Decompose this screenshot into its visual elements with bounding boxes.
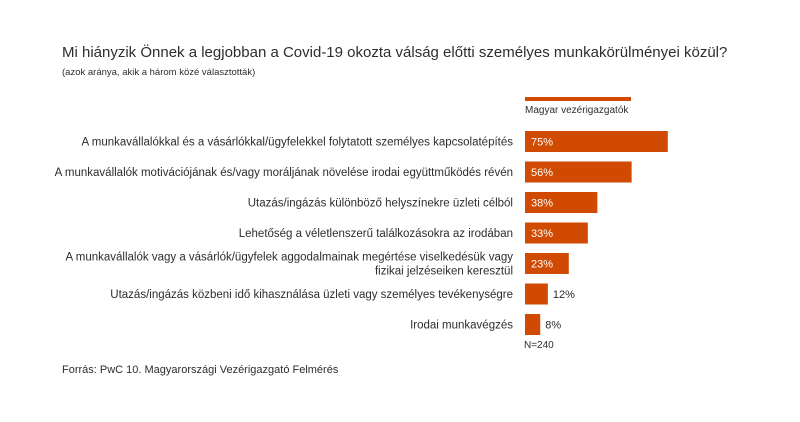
value-label-4: 33% <box>531 228 553 240</box>
chart-title: Mi hiányzik Önnek a legjobban a Covid-19… <box>62 44 728 61</box>
bar-7 <box>525 314 541 335</box>
bar-2 <box>525 161 632 183</box>
value-label-6: 12% <box>553 289 575 301</box>
bar-3 <box>525 192 598 213</box>
category-label-5-line-2: fizikai jelzéseiken keresztül <box>375 266 513 278</box>
bar-1 <box>525 131 668 152</box>
bar-4 <box>525 222 588 244</box>
legend-swatch <box>525 97 631 101</box>
bar-5 <box>525 253 569 274</box>
category-label-5-line-1: A munkavállalók vagy a vásárlók/ügyfelek… <box>66 252 514 264</box>
sample-size-label: N=240 <box>524 340 554 351</box>
value-label-3: 38% <box>531 198 553 210</box>
category-label-4: Lehetőség a véletlenszerű találkozásokra… <box>239 228 513 240</box>
value-label-7: 8% <box>545 320 561 332</box>
bar-6 <box>525 283 548 305</box>
category-label-6: Utazás/ingázás közbeni idő kihasználása … <box>110 289 513 301</box>
value-label-5: 23% <box>531 259 553 271</box>
category-label-7: Irodai munkavégzés <box>410 320 513 332</box>
source-note: Forrás: PwC 10. Magyarországi Vezérigazg… <box>62 364 339 376</box>
category-label-2: A munkavállalók motivációjának és/vagy m… <box>55 167 513 179</box>
chart-subtitle: (azok aránya, akik a három közé választo… <box>62 67 256 78</box>
value-label-1: 75% <box>531 137 553 149</box>
legend-label: Magyar vezérigazgatók <box>525 105 629 116</box>
value-label-2: 56% <box>531 167 553 179</box>
category-label-1: A munkavállalókkal és a vásárlókkal/ügyf… <box>82 137 514 149</box>
category-label-3: Utazás/ingázás különböző helyszínekre üz… <box>248 198 513 210</box>
